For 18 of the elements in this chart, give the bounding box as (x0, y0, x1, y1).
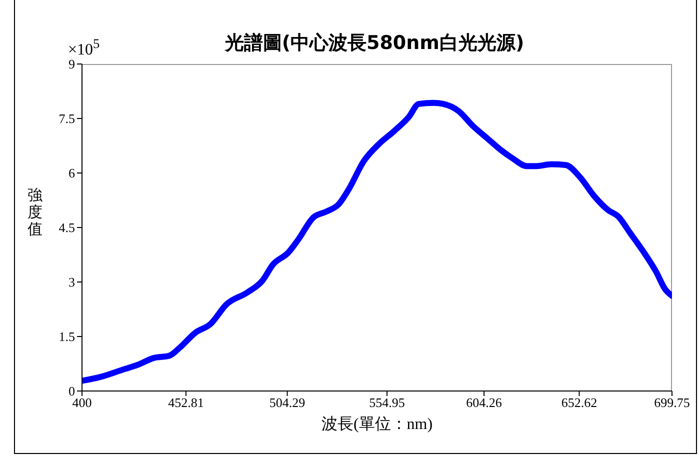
text: ×10$^{5}$ (68, 36, 100, 60)
y-axis-title: 強度值 (26, 188, 44, 238)
x-tick-label: 554.95 (369, 395, 405, 410)
y-tick-label: 4.5 (58, 220, 75, 236)
x-tick-label: 699.75 (654, 395, 690, 410)
y-tick-label: 3 (68, 274, 75, 290)
chart-title: 光譜圖(中心波長580nm白光光源) (224, 32, 524, 54)
y-tick-label: 7.5 (58, 111, 75, 126)
x-tick-label: 452.81 (168, 395, 204, 410)
x-tick-label: 504.29 (269, 395, 306, 410)
x-tick-label: 604.26 (466, 395, 502, 410)
y-tick-label: 1.5 (58, 329, 75, 344)
y-tick-label: 6 (68, 166, 76, 181)
y-tick-label: 9 (68, 56, 75, 72)
x-tick-label: 400 (72, 395, 92, 410)
x-tick-label: 652.62 (561, 395, 598, 410)
y-tick-label: 0 (68, 384, 75, 399)
x-axis-title: 波長(單位：nm) (321, 415, 433, 433)
